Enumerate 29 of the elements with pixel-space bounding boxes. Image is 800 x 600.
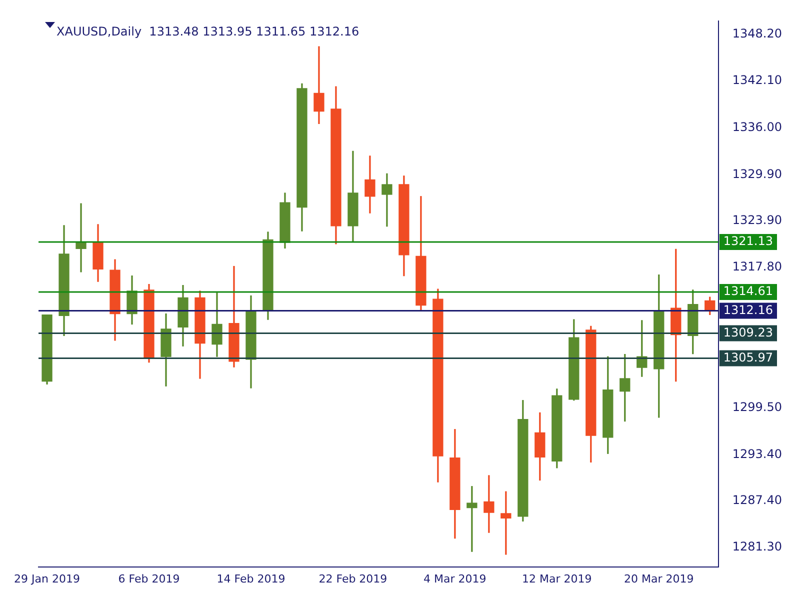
ref-line-label: 1305.97 <box>723 350 773 364</box>
y-tick-label: 1293.40 <box>732 446 782 461</box>
x-tick-label: 14 Feb 2019 <box>216 572 286 586</box>
ref-line-label: 1321.13 <box>723 234 773 248</box>
candlestick <box>76 203 86 272</box>
ref-line-label: 1314.61 <box>723 284 773 298</box>
y-tick-label: 1348.20 <box>732 26 782 40</box>
x-tick-label: 12 Mar 2019 <box>522 572 592 586</box>
y-tick-label: 1317.80 <box>732 260 782 274</box>
candlestick <box>466 486 478 552</box>
y-tick-label: 1329.90 <box>732 166 782 181</box>
x-tick-label: 22 Feb 2019 <box>318 572 388 586</box>
x-tick-label: 20 Mar 2019 <box>624 572 694 586</box>
y-tick-label: 1342.10 <box>732 73 782 88</box>
candlestick <box>484 475 494 533</box>
x-tick-label: 29 Jan 2019 <box>14 572 80 586</box>
y-tick-label: 1323.90 <box>732 212 782 227</box>
x-tick-label: 4 Mar 2019 <box>424 572 486 586</box>
y-tick-label: 1299.50 <box>732 400 782 414</box>
candlestick <box>500 491 512 555</box>
candlestick <box>382 173 392 227</box>
y-tick-label: 1281.30 <box>732 540 782 554</box>
ref-line-label: 1312.16 <box>723 302 773 317</box>
ref-line-label: 1309.23 <box>723 325 773 340</box>
candlestick <box>314 46 324 124</box>
y-tick-label: 1336.00 <box>732 120 782 134</box>
y-tick-label: 1287.40 <box>732 492 782 507</box>
x-tick-label: 6 Feb 2019 <box>118 572 180 586</box>
chart-title: XAUUSD,Daily 1313.48 1313.95 1311.65 1312.16 <box>56 24 360 38</box>
